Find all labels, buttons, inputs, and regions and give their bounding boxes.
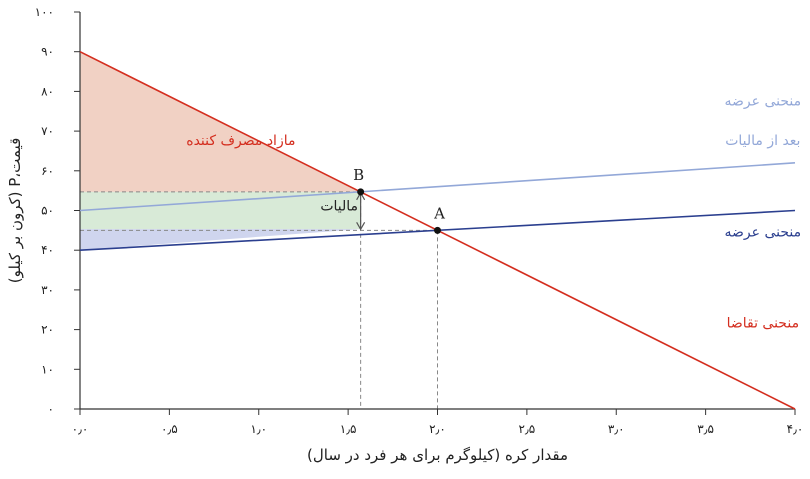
point-a xyxy=(434,226,441,234)
supply-after-tax-curve xyxy=(79,162,796,212)
y-tick-label: ۶۰ xyxy=(41,164,54,178)
annotation: منحنی عرضه xyxy=(725,224,802,240)
x-tick-label: ۱٫۰ xyxy=(250,422,267,436)
x-tick-label: ۱٫۵ xyxy=(340,422,357,436)
y-tick-label: ۱۰۰ xyxy=(35,5,54,19)
x-tick-label: ۲٫۵ xyxy=(518,422,535,436)
annotation: مالیات xyxy=(320,199,358,215)
dashed-guides xyxy=(80,191,438,409)
y-tick-label: ۵۰ xyxy=(41,204,54,218)
annotation: منحنی تقاضا xyxy=(727,316,800,332)
point-b xyxy=(357,188,365,196)
y-tick-label: ۳۰ xyxy=(41,283,54,297)
x-ticks: ۰٫۰ ۰٫۵ ۱٫۰ ۱٫۵ ۲٫۰ ۲٫۵ ۳٫۰ ۳٫۵ ۴٫۰ xyxy=(72,409,804,436)
y-tick-label: ۷۰ xyxy=(41,124,54,138)
x-tick-label: ۰٫۵ xyxy=(161,422,178,436)
annotation: بعد از مالیات xyxy=(725,133,800,149)
x-tick-label: ۳٫۵ xyxy=(697,422,714,436)
equilibrium-points: AB xyxy=(353,166,445,234)
x-tick-label: ۲٫۰ xyxy=(429,422,446,436)
point-label-b: B xyxy=(353,166,364,184)
tax-revenue-region xyxy=(80,191,361,230)
y-tick-label: ۹۰ xyxy=(41,45,54,59)
y-tick-label: ۰ xyxy=(48,402,54,416)
y-ticks: ۰ ۱۰ ۲۰ ۳۰ ۴۰ ۵۰ ۶۰ ۷۰ ۸۰ ۹۰ ۱۰۰ xyxy=(35,5,80,416)
y-axis-title: قیمت،P (کرون بر کیلو) xyxy=(6,138,24,284)
producer-surplus-region xyxy=(80,229,361,251)
tax-arrow-head-down xyxy=(356,222,366,231)
shaded-regions xyxy=(80,51,361,251)
point-label-a: A xyxy=(433,204,445,222)
y-tick-label: ۴۰ xyxy=(41,243,54,257)
y-tick-label: ۱۰ xyxy=(41,362,54,376)
x-axis-title: مقدار کره (کیلوگرم برای هر فرد در سال) xyxy=(307,446,568,464)
y-tick-label: ۸۰ xyxy=(41,84,54,98)
annotation: مازاد مصرف کننده xyxy=(186,133,295,149)
y-tick-label: ۲۰ xyxy=(41,323,54,337)
annotation: منحنی عرضه xyxy=(725,93,802,109)
x-tick-label: ۰٫۰ xyxy=(72,422,89,436)
x-tick-label: ۳٫۰ xyxy=(608,422,625,436)
x-tick-label: ۴٫۰ xyxy=(787,422,804,436)
annotations: مازاد مصرف کننده مالیات منحنی عرضه بعد از م… xyxy=(186,93,801,331)
